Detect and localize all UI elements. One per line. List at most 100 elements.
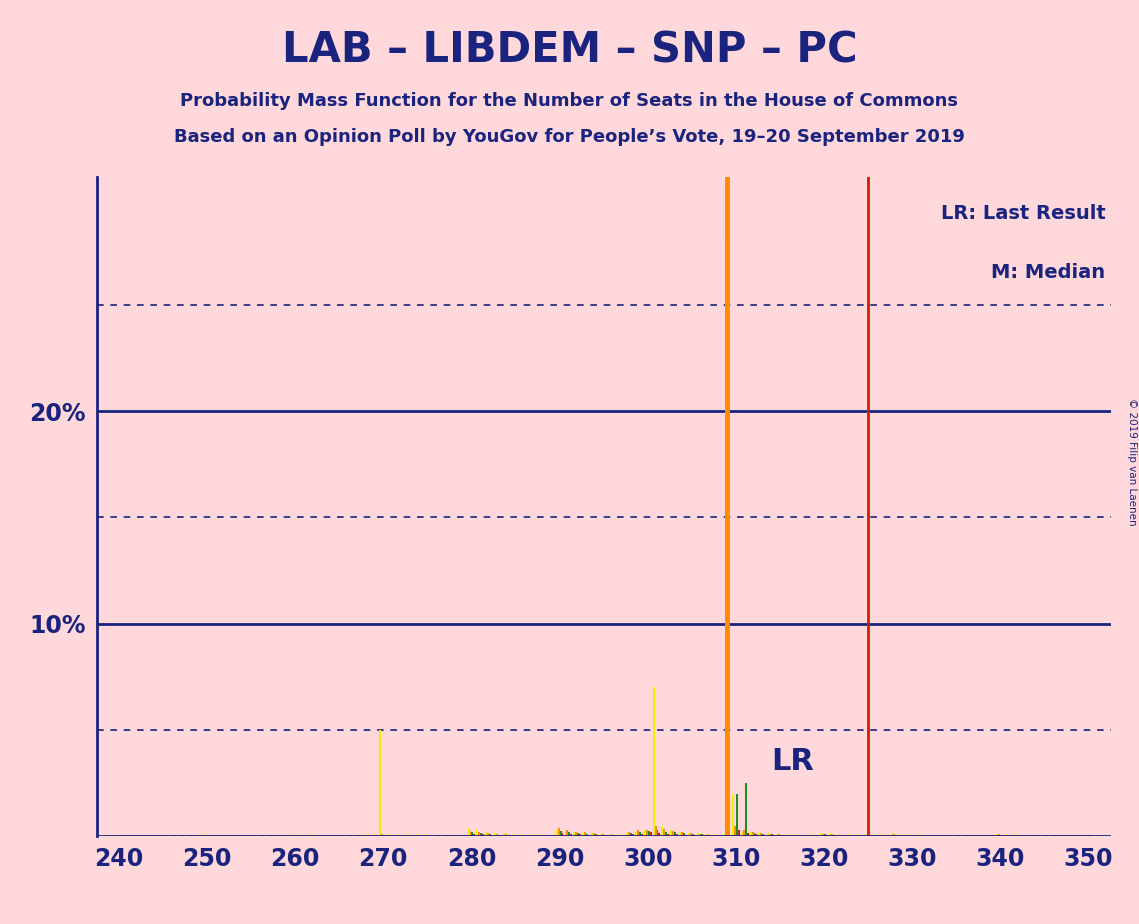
Bar: [621, 835, 623, 836]
Bar: [391, 834, 392, 836]
Bar: [954, 835, 957, 836]
Bar: [804, 835, 806, 836]
Bar: [153, 835, 154, 836]
Bar: [1051, 835, 1054, 836]
Bar: [806, 835, 809, 836]
Bar: [376, 835, 378, 836]
Bar: [703, 835, 705, 836]
Text: Probability Mass Function for the Number of Seats in the House of Commons: Probability Mass Function for the Number…: [180, 92, 959, 110]
Bar: [632, 834, 634, 836]
Bar: [588, 834, 590, 836]
Bar: [392, 835, 394, 836]
Bar: [886, 835, 887, 836]
Bar: [478, 832, 481, 836]
Bar: [318, 835, 320, 836]
Bar: [1047, 835, 1048, 836]
Bar: [434, 835, 436, 836]
Bar: [662, 826, 663, 836]
Bar: [957, 835, 958, 836]
Bar: [370, 833, 372, 836]
Bar: [208, 835, 211, 836]
Bar: [849, 835, 851, 836]
Bar: [542, 835, 544, 836]
Bar: [809, 835, 810, 836]
Bar: [595, 834, 597, 836]
Bar: [1032, 835, 1034, 836]
Bar: [932, 835, 934, 836]
Bar: [839, 834, 842, 836]
Bar: [495, 833, 498, 836]
Bar: [566, 830, 568, 836]
Bar: [165, 835, 166, 836]
Bar: [768, 833, 769, 836]
Bar: [403, 835, 404, 836]
Bar: [732, 794, 734, 836]
Bar: [894, 834, 896, 836]
Bar: [1087, 835, 1089, 836]
Bar: [691, 833, 694, 836]
Bar: [1044, 835, 1047, 836]
Bar: [244, 835, 246, 836]
Bar: [727, 835, 729, 836]
Bar: [797, 835, 800, 836]
Bar: [292, 834, 293, 836]
Bar: [648, 831, 649, 836]
Bar: [188, 835, 189, 836]
Bar: [861, 835, 863, 836]
Bar: [1076, 835, 1077, 836]
Bar: [641, 833, 642, 836]
Bar: [972, 835, 974, 836]
Bar: [1000, 834, 1002, 836]
Bar: [487, 833, 489, 836]
Bar: [910, 834, 912, 836]
Bar: [124, 835, 125, 836]
Bar: [1018, 835, 1019, 836]
Bar: [398, 834, 399, 836]
Bar: [723, 834, 726, 836]
Bar: [240, 835, 243, 836]
Bar: [355, 835, 357, 836]
Bar: [535, 835, 536, 836]
Bar: [552, 835, 555, 836]
Bar: [943, 835, 945, 836]
Bar: [681, 833, 683, 836]
Bar: [759, 833, 761, 836]
Bar: [551, 835, 552, 836]
Bar: [121, 835, 123, 836]
Bar: [205, 835, 207, 836]
Bar: [637, 830, 639, 836]
Bar: [172, 835, 173, 836]
Bar: [491, 834, 493, 836]
Bar: [559, 831, 562, 836]
Bar: [137, 835, 139, 836]
Bar: [159, 835, 161, 836]
Bar: [531, 835, 533, 836]
Bar: [817, 835, 819, 836]
Bar: [831, 834, 833, 836]
Bar: [833, 834, 835, 836]
Bar: [297, 835, 300, 836]
Bar: [247, 835, 249, 836]
Bar: [935, 835, 936, 836]
Bar: [494, 833, 495, 836]
Bar: [1023, 835, 1025, 836]
Bar: [900, 834, 901, 836]
Bar: [1068, 835, 1071, 836]
Bar: [207, 835, 208, 836]
Bar: [600, 834, 601, 836]
Bar: [665, 832, 667, 836]
Bar: [282, 835, 285, 836]
Bar: [688, 833, 690, 836]
Bar: [978, 835, 981, 836]
Bar: [623, 835, 625, 836]
Bar: [826, 834, 828, 836]
Bar: [705, 834, 707, 836]
Bar: [877, 835, 879, 836]
Bar: [339, 835, 342, 836]
Bar: [117, 835, 118, 836]
Bar: [115, 835, 117, 836]
Bar: [939, 835, 941, 836]
Bar: [230, 835, 231, 836]
Bar: [1084, 835, 1087, 836]
Bar: [288, 835, 290, 836]
